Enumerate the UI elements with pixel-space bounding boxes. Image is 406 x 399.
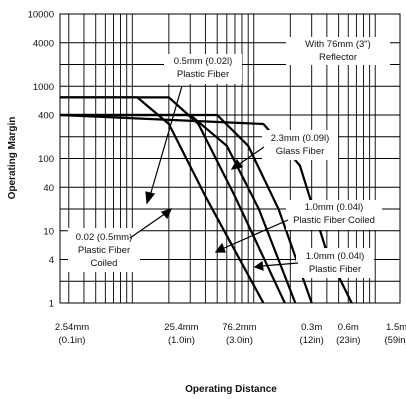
label-10-coiled-line-1: 1.0mm (0.04l)	[305, 202, 364, 213]
arrow-10-plastic	[261, 262, 299, 267]
arrowhead-05-plastic	[145, 191, 156, 205]
x-tick-sublabel: (1.0in)	[168, 335, 195, 346]
label-box-glass	[262, 130, 338, 160]
arrowhead-glass	[230, 158, 244, 170]
x-tick-labels: 2.54mm (0.1in) 25.4mm (1.0in) 76.2mm (3.0in) 0…	[55, 322, 406, 346]
label-glass-line-1: 2.3mm (0.09l)	[271, 133, 330, 144]
x-tick-sublabel: (23in)	[336, 335, 360, 346]
x-tick-label: 76.2mm	[222, 322, 256, 333]
label-002-coiled-line-3: Coiled	[91, 258, 118, 269]
y-tick-label: 4000	[33, 38, 54, 49]
label-10-plastic-line-2: Plastic Fiber	[309, 264, 361, 275]
y-tick-labels: 10000 4000 1000 400 100 40 10 4 1	[28, 10, 54, 310]
arrow-002-coiled	[129, 212, 167, 239]
y-tick-label: 10	[43, 226, 54, 237]
label-box-10-plastic	[296, 248, 374, 278]
series-line-1	[60, 96, 286, 304]
plot-frame	[59, 13, 401, 304]
x-tick-label: 2.54mm	[55, 322, 89, 333]
x-tick-label: 25.4mm	[164, 322, 198, 333]
annotation-box	[286, 37, 390, 65]
x-tick-sublabel: (59in)	[384, 335, 406, 346]
label-glass-line-2: Glass Fiber	[276, 146, 325, 157]
x-tick-label: 0.6m	[338, 322, 359, 333]
y-axis-title: Operating Margin	[7, 117, 18, 200]
arrow-glass	[237, 146, 265, 166]
y-tick-label: 100	[38, 154, 54, 165]
label-05-plastic-line-2: Plastic Fiber	[177, 69, 229, 80]
label-10-plastic-line-1: 1.0mm (0.04l)	[306, 251, 365, 262]
arrowhead-10-plastic	[253, 260, 264, 271]
x-tick-label: 1.5m	[386, 322, 406, 333]
y-tick-label: 1000	[33, 82, 54, 93]
x-axis-title: Operating Distance	[185, 384, 277, 395]
series-line-0	[60, 96, 265, 304]
label-05-plastic-line-1: 0.5mm (0.02l)	[174, 56, 233, 67]
label-10-coiled-line-2: Plastic Fiber Coiled	[293, 215, 375, 226]
arrow-05-plastic	[149, 85, 183, 197]
y-tick-label: 40	[43, 183, 54, 194]
label-box-002-coiled	[68, 228, 140, 272]
y-tick-label: 4	[49, 255, 54, 266]
label-box-05-plastic	[164, 54, 242, 84]
arrow-10-coiled	[221, 219, 289, 250]
x-tick-sublabel: (3.0in)	[226, 335, 253, 346]
label-002-coiled-line-2: Plastic Fiber	[78, 245, 130, 256]
x-tick-sublabel: (0.1in)	[59, 335, 86, 346]
y-tick-label: 1	[49, 299, 54, 310]
label-002-coiled-line-1: 0.02 (0.5mm)	[76, 232, 133, 243]
arrowhead-002-coiled	[160, 208, 173, 220]
arrowhead-10-coiled	[214, 242, 226, 253]
annotation-line-1: With 76mm (3")	[305, 39, 371, 50]
series-line-3	[60, 113, 313, 304]
x-tick-label: 0.3m	[301, 322, 322, 333]
y-tick-label: 400	[38, 111, 54, 122]
label-box-10-coiled	[286, 200, 382, 230]
leader-arrows	[129, 85, 299, 271]
x-tick-sublabel: (12in)	[300, 335, 324, 346]
y-tick-label: 10000	[28, 10, 54, 21]
annotation-line-2: Reflector	[319, 52, 357, 63]
